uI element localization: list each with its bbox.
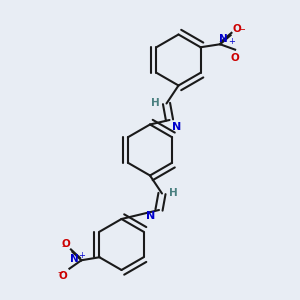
Text: +: + [229,37,236,46]
Text: N: N [70,254,79,264]
Text: H: H [151,98,160,108]
Text: O: O [58,271,67,281]
Text: O: O [232,24,241,34]
Text: O: O [61,239,70,250]
Text: –: – [239,24,244,34]
Text: N: N [172,122,181,131]
Text: O: O [231,53,239,63]
Text: –: – [58,267,63,277]
Text: N: N [219,34,228,44]
Text: –: – [61,242,67,251]
Text: +: + [78,251,85,260]
Text: N: N [146,211,155,220]
Text: H: H [169,188,177,198]
